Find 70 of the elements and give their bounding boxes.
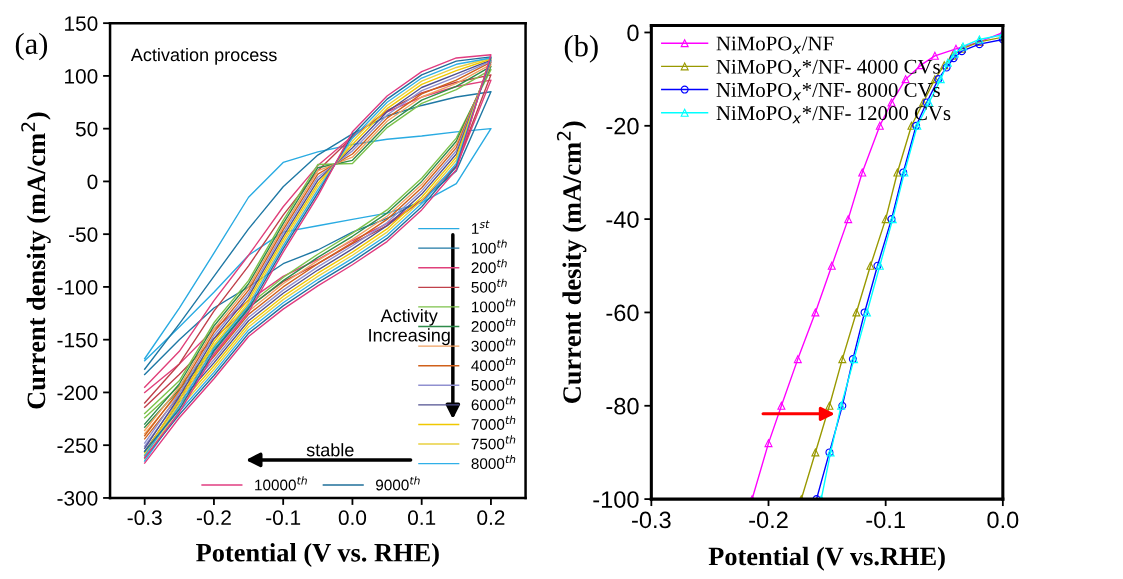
legend-label: 100$^{th}$	[472, 239, 507, 254]
x-axis-title: Potential (V vs. RHE)	[196, 543, 439, 567]
legend-label: 8000$^{th}$	[471, 454, 516, 470]
legend-label: 200$^{th}$	[471, 259, 507, 274]
point	[811, 448, 820, 457]
chart-title: (a)	[15, 32, 48, 61]
y-tick-label: -60	[606, 304, 639, 322]
point	[793, 355, 802, 364]
y-tick-label: 100	[65, 68, 98, 84]
legend-label: 9000$^{th}$	[376, 476, 420, 491]
point	[881, 215, 890, 224]
point	[901, 75, 910, 84]
point	[858, 168, 867, 177]
legend-label: 6000$^{th}$	[471, 396, 516, 411]
y-tick-label: -50	[69, 227, 98, 242]
x-tick-label: -0.2	[196, 510, 231, 526]
legend-label: 1$^{st}$	[472, 220, 490, 234]
point	[811, 308, 820, 317]
legend-label: 5000$^{th}$	[471, 376, 516, 391]
point	[827, 261, 836, 270]
x-axis-title: Potential (V vs.RHE)	[708, 546, 945, 571]
point	[907, 121, 916, 130]
legend-label: 1000$^{th}$	[472, 298, 516, 313]
annotation: stable	[306, 443, 354, 457]
point	[866, 261, 875, 270]
y-tick-label: -100	[593, 491, 639, 508]
point	[838, 355, 847, 364]
y-axis-title: Current density (mA/cm$^{2}$)	[21, 112, 51, 409]
x-tick-label: -0.3	[127, 510, 162, 526]
y-tick-label: -100	[57, 279, 98, 295]
legend-label: NiMoPO$_{x}$/NF	[716, 36, 834, 54]
legend-label: 500$^{th}$	[471, 278, 507, 293]
legend-label: 7000$^{th}$	[471, 415, 516, 430]
legend-label: 7500$^{th}$	[471, 435, 516, 450]
point	[777, 401, 786, 410]
y-tick-label: -150	[57, 332, 98, 348]
point	[825, 401, 834, 410]
x-tick-label: -0.3	[632, 511, 671, 529]
point	[844, 215, 853, 224]
y-tick-label: 150	[65, 16, 98, 31]
point	[875, 121, 884, 130]
y-tick-label: -20	[606, 117, 639, 135]
legend-label: 3000$^{th}$	[471, 337, 516, 352]
chart-title: (b)	[564, 34, 598, 63]
x-tick-label: 0.0	[987, 511, 1019, 529]
x-tick-label: 0.2	[477, 510, 505, 526]
point	[852, 308, 861, 317]
point	[764, 439, 773, 448]
y-axis-title: Current desity (mA/cm$^{2}$)	[556, 121, 587, 403]
y-tick-label: 0	[627, 24, 639, 42]
y-tick-label: 50	[75, 121, 98, 137]
x-tick-label: 0.1	[408, 510, 436, 526]
point	[951, 44, 960, 53]
legend-label: 4000$^{th}$	[471, 356, 516, 372]
x-tick-label: -0.1	[266, 510, 301, 526]
y-tick-label: -80	[606, 397, 639, 415]
legend-label: 2000$^{th}$	[471, 317, 516, 332]
x-tick-label: 0.0	[338, 510, 367, 526]
annotation: Activation process	[130, 47, 277, 65]
legend-label: 10000$^{th}$	[255, 476, 307, 491]
annotation: Activity Increasing	[369, 308, 450, 346]
point	[893, 168, 902, 177]
x-tick-label: -0.2	[749, 511, 788, 529]
y-tick-label: -300	[57, 490, 98, 506]
y-tick-label: 0	[87, 174, 98, 190]
y-tick-label: -200	[57, 385, 98, 401]
x-tick-label: -0.1	[866, 511, 905, 529]
point	[943, 58, 952, 67]
y-tick-label: -40	[606, 211, 639, 228]
y-tick-label: -250	[57, 438, 98, 453]
